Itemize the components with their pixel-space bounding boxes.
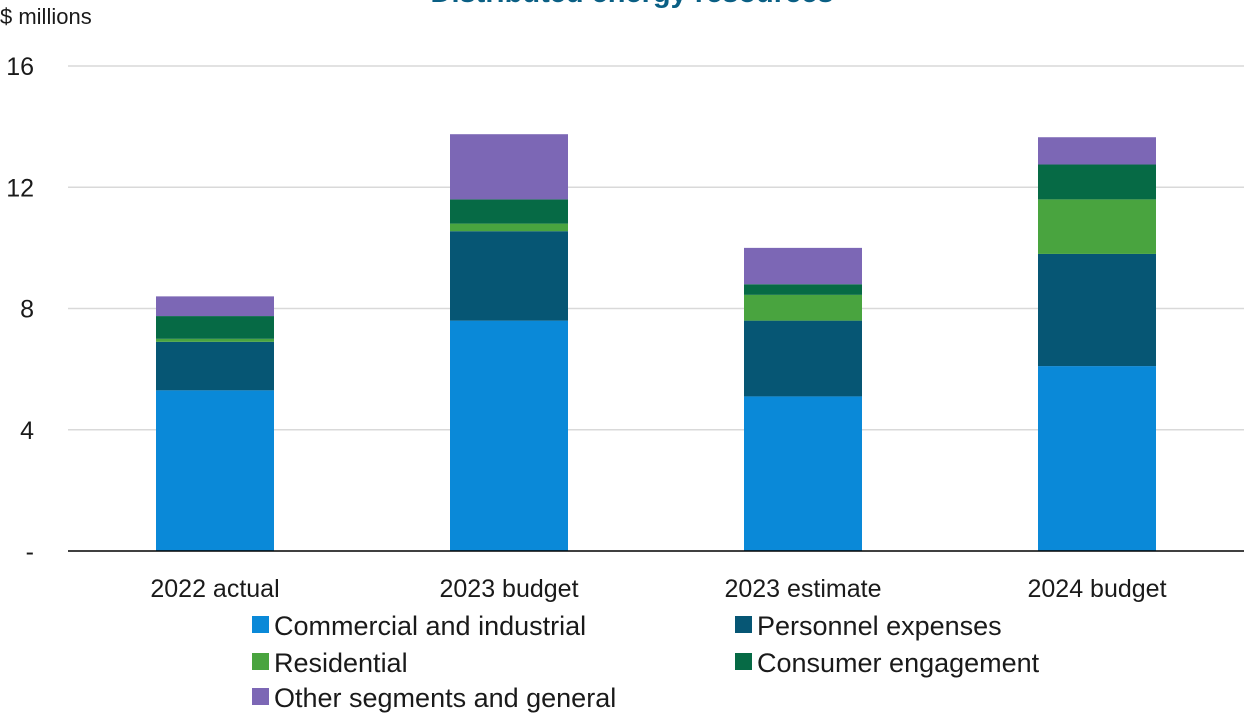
legend-swatch (735, 653, 752, 670)
bar-stack (744, 247, 862, 551)
bar-segment (744, 284, 862, 295)
legend-swatch (252, 616, 269, 633)
y-tick-label: 16 (6, 53, 34, 81)
bar-segment (1038, 164, 1156, 200)
bar-segment (744, 320, 862, 397)
bar-segment (1038, 199, 1156, 254)
legend-item: Consumer engagement (735, 648, 1040, 678)
bar-segment (744, 294, 862, 321)
bar-segment (450, 134, 568, 200)
y-tick-label: 4 (20, 417, 34, 445)
y-tick-label: - (26, 538, 34, 566)
legend-label: Consumer engagement (757, 648, 1040, 678)
legend-label: Personnel expenses (757, 611, 1002, 641)
bar-segment (744, 396, 862, 551)
bar-segment (156, 390, 274, 551)
bar-segment (1038, 253, 1156, 367)
legend-label: Residential (274, 648, 408, 678)
x-category-label: 2022 actual (150, 575, 279, 603)
y-tick-label: 12 (6, 174, 34, 202)
legend-swatch (252, 653, 269, 670)
y-tick-label: 8 (20, 296, 34, 324)
bar-stack (450, 134, 568, 551)
bar-segment (450, 231, 568, 321)
x-category-label: 2023 estimate (724, 575, 881, 603)
legend: Commercial and industrial Personnel expen… (252, 611, 1040, 713)
legend-item: Residential (252, 648, 408, 678)
legend-item: Commercial and industrial (252, 611, 586, 641)
bar-segment (156, 296, 274, 317)
x-category-label: 2024 budget (1027, 575, 1166, 603)
legend-item: Other segments and general (252, 683, 616, 713)
bar-segment (156, 341, 274, 391)
x-axis-categories: 2022 actual 2023 budget 2023 estimate 2024 … (150, 575, 1166, 603)
bar-segment (156, 316, 274, 339)
bar-stack (1038, 137, 1156, 551)
legend-swatch (735, 616, 752, 633)
bar-segment (1038, 366, 1156, 551)
bars (156, 134, 1156, 551)
chart-title: Distributed energy resources (431, 0, 834, 9)
bar-segment (450, 223, 568, 232)
legend-label: Other segments and general (274, 683, 616, 713)
x-category-label: 2023 budget (439, 575, 578, 603)
bar-segment (744, 247, 862, 285)
y-axis-ticks: - 4 8 12 16 (6, 53, 34, 566)
legend-label: Commercial and industrial (274, 611, 586, 641)
legend-swatch (252, 688, 269, 705)
y-axis-unit-label: $ millions (0, 4, 92, 29)
bar-stack (156, 296, 274, 551)
bar-segment (1038, 137, 1156, 165)
legend-item: Personnel expenses (735, 611, 1002, 641)
bar-segment (450, 320, 568, 551)
bar-segment (156, 338, 274, 342)
bar-segment (450, 199, 568, 224)
